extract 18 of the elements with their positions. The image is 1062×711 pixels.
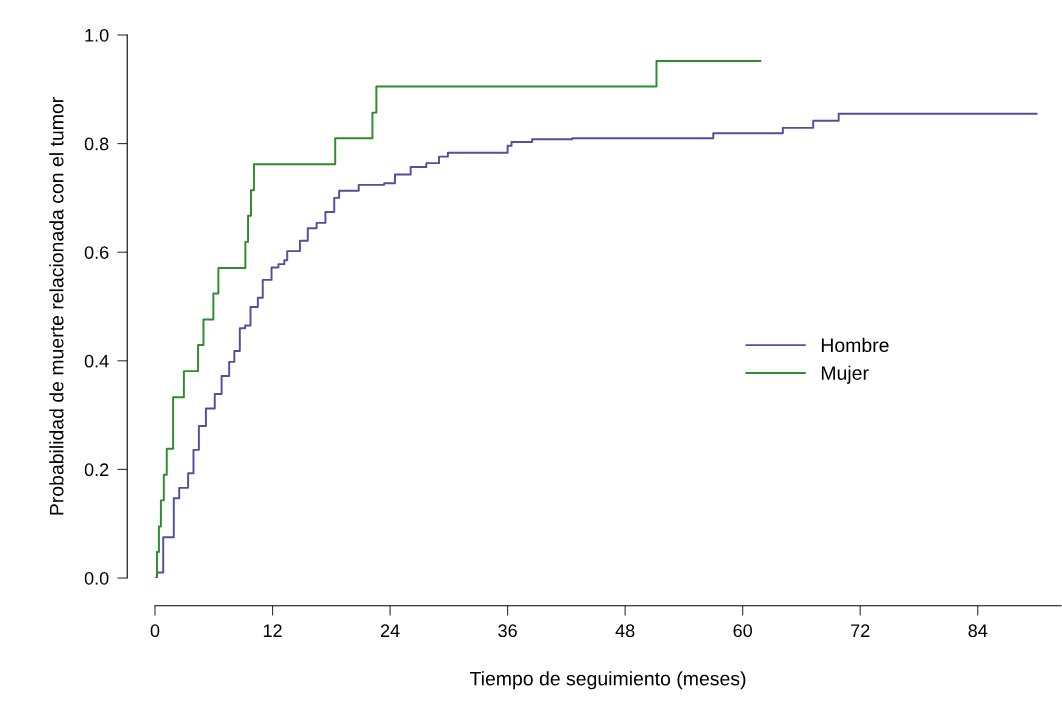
y-tick-label: 1.0 bbox=[85, 28, 109, 42]
x-tick-label: 0 bbox=[150, 624, 160, 638]
x-axis-title: Tiempo de seguimiento (meses) bbox=[469, 671, 746, 690]
y-tick-label: 0.8 bbox=[84, 137, 109, 151]
y-axis-title: Probabilidad de muerte relacionada con el tumor bbox=[49, 97, 64, 515]
x-tick-label: 60 bbox=[733, 624, 753, 638]
legend-label: Mujer bbox=[821, 365, 869, 384]
y-tick-label: 0.0 bbox=[84, 571, 109, 585]
x-tick-label: 24 bbox=[380, 624, 400, 637]
y-tick-label: 0.2 bbox=[84, 463, 109, 477]
x-tick-label: 84 bbox=[968, 624, 988, 638]
x-tick-label: 12 bbox=[263, 624, 282, 637]
y-tick-label: 0.6 bbox=[84, 246, 109, 259]
y-tick-label: 0.4 bbox=[84, 354, 109, 368]
x-tick-label: 72 bbox=[851, 624, 870, 637]
legend-label: Hombre bbox=[821, 337, 889, 353]
x-tick-label: 36 bbox=[498, 624, 517, 638]
x-tick-label: 48 bbox=[615, 624, 635, 638]
